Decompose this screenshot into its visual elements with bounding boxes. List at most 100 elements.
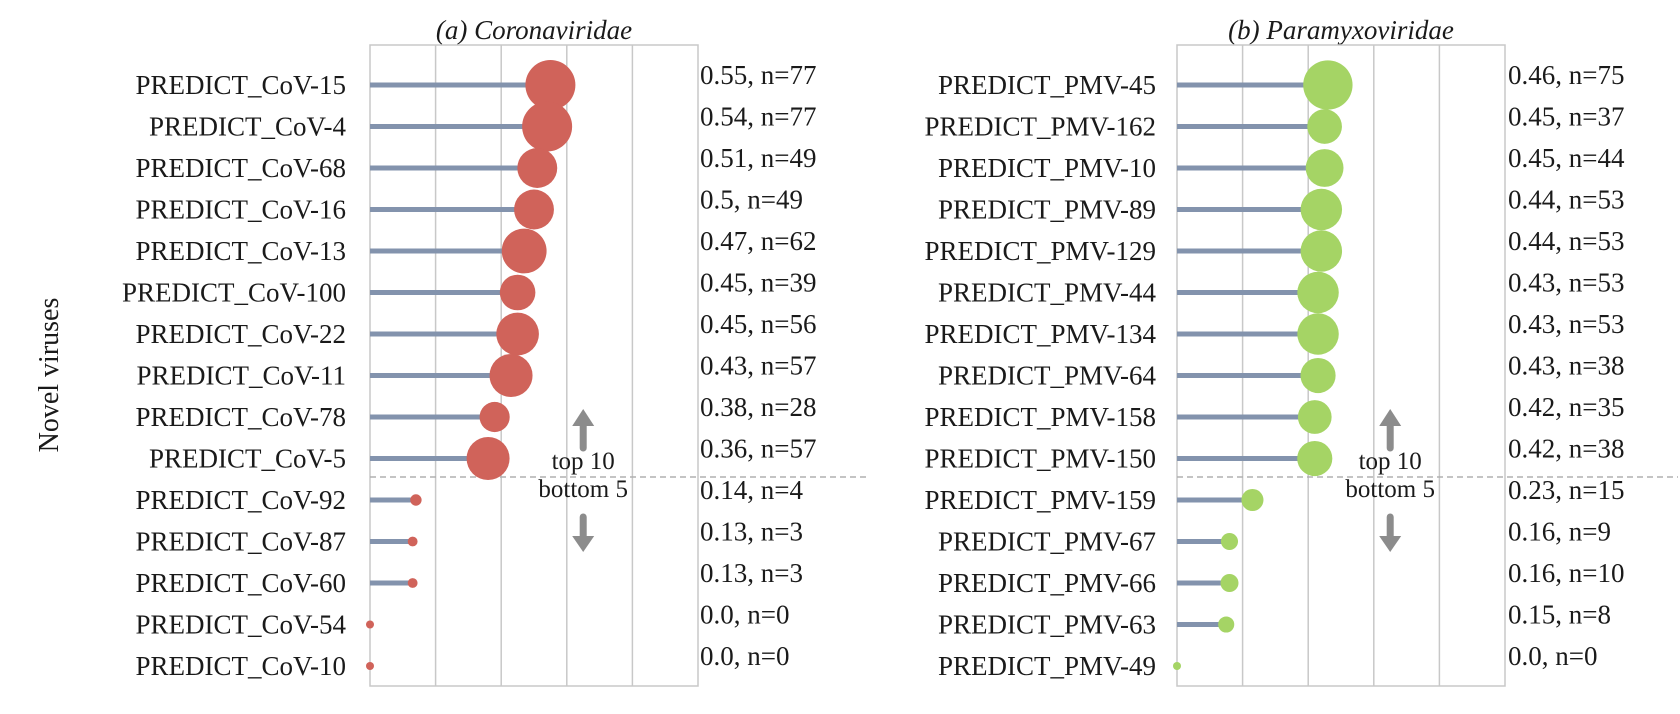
value-label: 0.44, n=53 [1508, 226, 1624, 256]
category-label: PREDICT_CoV-11 [136, 361, 346, 391]
lollipop-head [1297, 400, 1332, 434]
value-label: 0.14, n=4 [700, 475, 803, 505]
lollipop-head [1303, 60, 1353, 110]
category-label: PREDICT_PMV-64 [938, 361, 1157, 391]
category-label: PREDICT_PMV-67 [938, 527, 1156, 557]
category-label: PREDICT_CoV-92 [135, 485, 346, 515]
bottom-label: bottom 5 [538, 476, 628, 503]
value-label: 0.46, n=75 [1508, 60, 1624, 90]
value-label: 0.13, n=3 [700, 558, 803, 588]
category-label: PREDICT_PMV-134 [924, 319, 1156, 349]
category-label: PREDICT_PMV-158 [924, 402, 1156, 432]
lollipop-head [1220, 573, 1239, 593]
value-label: 0.45, n=37 [1508, 102, 1624, 132]
value-label: 0.47, n=62 [700, 226, 816, 256]
plot-frame [369, 44, 699, 687]
value-label: 0.38, n=28 [700, 392, 816, 422]
value-label: 0.44, n=53 [1508, 185, 1624, 215]
lollipop-head [1218, 616, 1235, 633]
value-label: 0.36, n=57 [700, 434, 816, 464]
category-label: PREDICT_PMV-44 [938, 278, 1157, 308]
lollipop-head [1297, 313, 1339, 355]
arrow-down-icon [1379, 513, 1402, 552]
panel-title: (a) Coronaviridae [436, 15, 632, 45]
value-label: 0.42, n=38 [1508, 434, 1624, 464]
category-label: PREDICT_PMV-129 [924, 236, 1156, 266]
lollipop-head [522, 101, 573, 152]
lollipop-head [1297, 271, 1339, 314]
lollipop-head [496, 312, 539, 356]
lollipop-head [1305, 149, 1344, 187]
category-label: PREDICT_CoV-10 [135, 651, 346, 681]
category-label: PREDICT_PMV-10 [938, 153, 1156, 183]
category-label: PREDICT_CoV-13 [135, 236, 346, 266]
category-label: PREDICT_PMV-45 [938, 70, 1156, 100]
lollipop-head [1300, 188, 1343, 231]
lollipop-head [517, 148, 558, 188]
value-label: 0.55, n=77 [700, 60, 816, 90]
lollipop-head [501, 228, 547, 274]
value-label: 0.43, n=53 [1508, 309, 1624, 339]
category-label: PREDICT_CoV-78 [135, 402, 346, 432]
value-label: 0.16, n=9 [1508, 517, 1611, 547]
category-label: PREDICT_CoV-87 [135, 527, 346, 557]
top-label: top 10 [1359, 448, 1422, 475]
arrow-down-icon [572, 513, 595, 552]
value-label: 0.0, n=0 [700, 641, 789, 671]
y-axis-label: Novel viruses [34, 298, 65, 453]
value-label: 0.43, n=38 [1508, 351, 1624, 381]
lollipop-head [1300, 357, 1336, 394]
lollipop-head [489, 353, 533, 398]
lollipop-head [466, 436, 510, 481]
lollipop-head [514, 189, 554, 230]
lollipop-head [1300, 230, 1343, 272]
value-label: 0.23, n=15 [1508, 475, 1624, 505]
category-label: PREDICT_PMV-162 [924, 112, 1156, 142]
category-label: PREDICT_CoV-22 [135, 319, 346, 349]
lollipop-head [1307, 109, 1342, 144]
category-label: PREDICT_CoV-60 [135, 568, 346, 598]
category-label: PREDICT_PMV-89 [938, 195, 1156, 225]
category-label: PREDICT_PMV-49 [938, 651, 1156, 681]
category-label: PREDICT_CoV-16 [135, 195, 346, 225]
panel-title: (b) Paramyxoviridae [1228, 15, 1454, 45]
value-label: 0.13, n=3 [700, 517, 803, 547]
top-label: top 10 [552, 448, 615, 475]
category-label: PREDICT_PMV-150 [924, 444, 1156, 474]
category-label: PREDICT_CoV-5 [149, 444, 346, 474]
value-label: 0.43, n=53 [1508, 268, 1624, 298]
lollipop-head [479, 401, 510, 433]
value-label: 0.45, n=56 [700, 309, 816, 339]
value-label: 0.54, n=77 [700, 102, 816, 132]
value-label: 0.51, n=49 [700, 143, 816, 173]
lollipop-head [410, 494, 422, 506]
value-label: 0.5, n=49 [700, 185, 803, 215]
bottom-label: bottom 5 [1345, 476, 1435, 503]
lollipop-head [1241, 488, 1264, 512]
value-label: 0.42, n=35 [1508, 392, 1624, 422]
value-label: 0.16, n=10 [1508, 558, 1624, 588]
lollipop-head [366, 662, 374, 670]
value-label: 0.45, n=39 [700, 268, 816, 298]
category-label: PREDICT_CoV-54 [135, 610, 346, 640]
lollipop-head [1220, 532, 1239, 551]
value-label: 0.43, n=57 [700, 351, 816, 381]
lollipop-head [1173, 662, 1181, 670]
value-label: 0.45, n=44 [1508, 143, 1625, 173]
arrow-up-icon [572, 409, 595, 452]
category-label: PREDICT_CoV-4 [149, 112, 347, 142]
value-label: 0.0, n=0 [1508, 641, 1597, 671]
lollipop-head [407, 578, 418, 588]
category-label: PREDICT_CoV-15 [135, 70, 346, 100]
category-label: PREDICT_CoV-100 [122, 278, 346, 308]
category-label: PREDICT_CoV-68 [135, 153, 346, 183]
arrow-up-icon [1379, 409, 1402, 452]
plot-frame [1176, 44, 1506, 687]
category-label: PREDICT_PMV-66 [938, 568, 1156, 598]
category-label: PREDICT_PMV-63 [938, 610, 1156, 640]
lollipop-head [525, 60, 576, 110]
value-label: 0.0, n=0 [700, 600, 789, 630]
lollipop-head [1297, 440, 1333, 477]
